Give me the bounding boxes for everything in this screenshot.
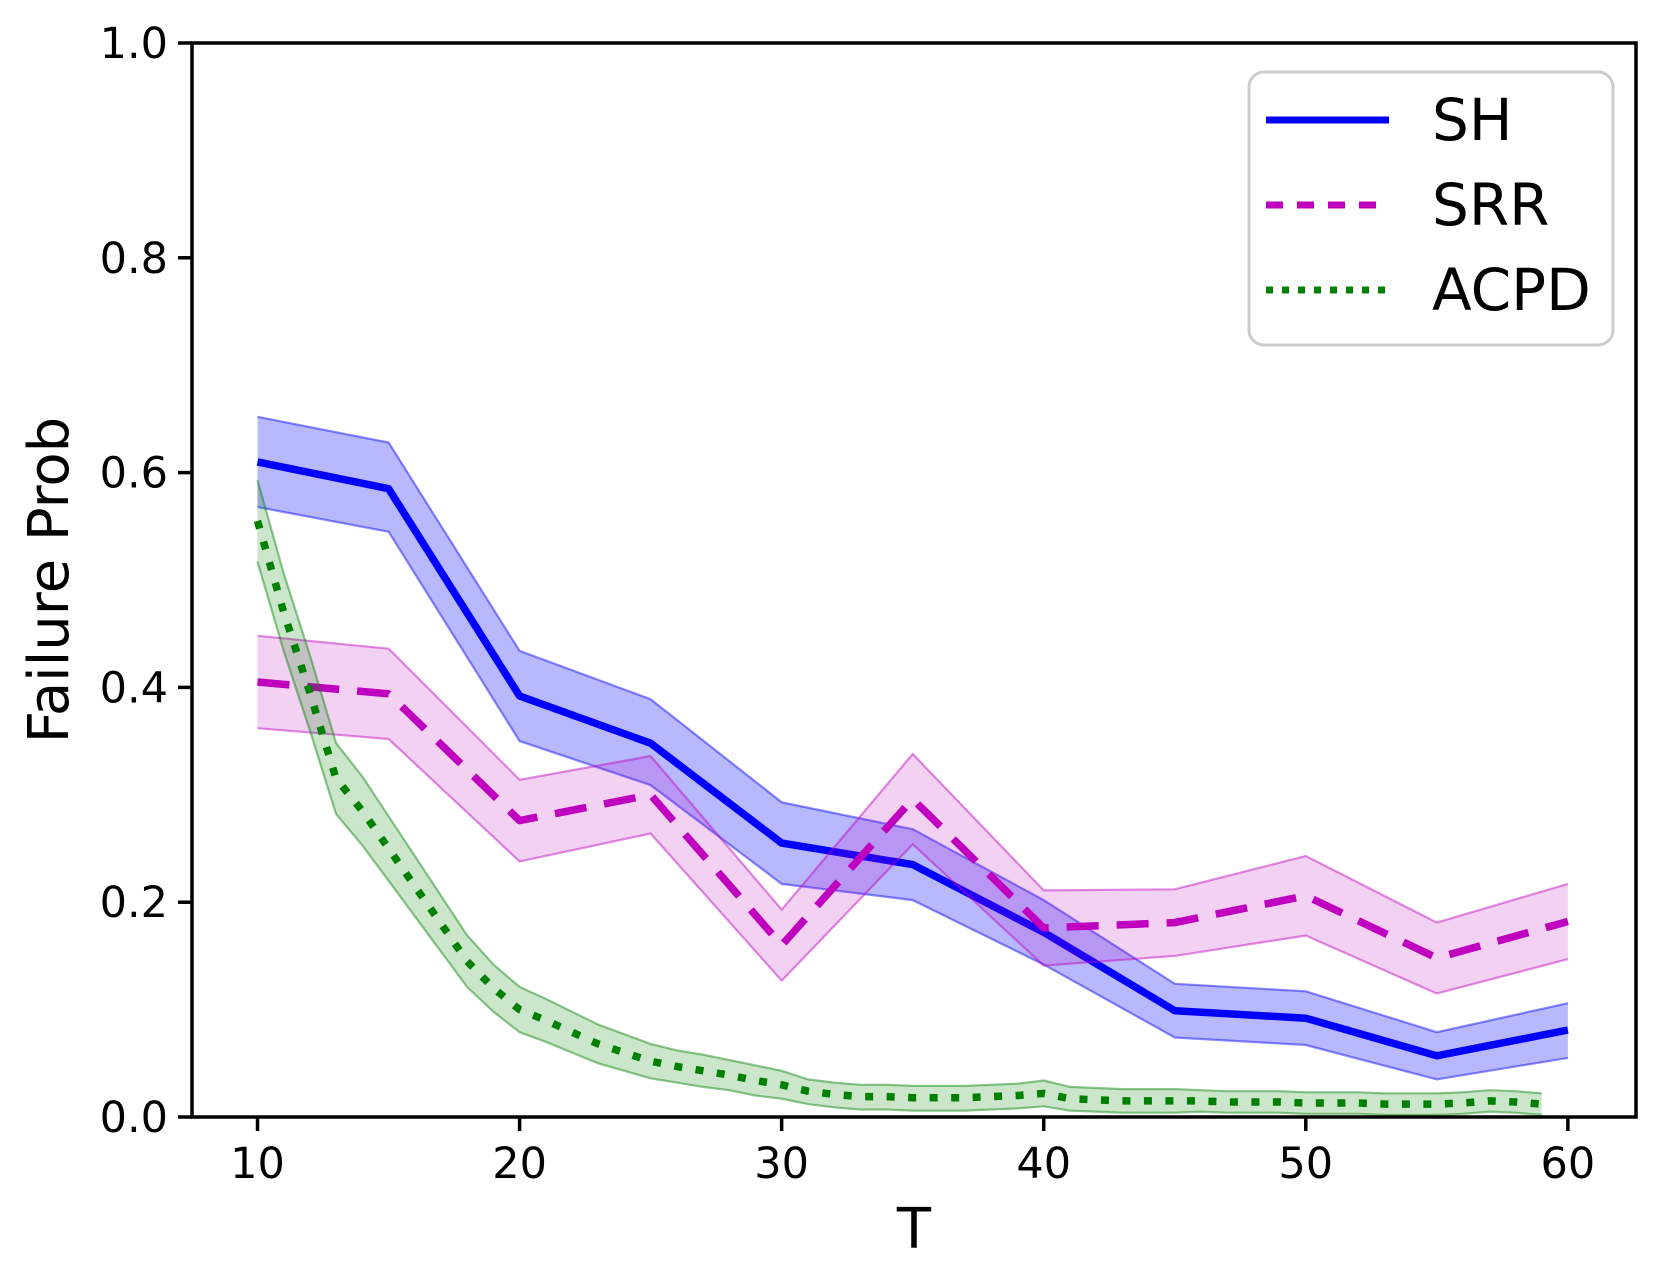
x-tick-label: 10 [230, 1139, 285, 1189]
series-acpd-band-upper-edge [256, 479, 1542, 1095]
legend-box [1247, 70, 1615, 347]
series-srr-band [257, 635, 1568, 994]
x-axis: 10 20 30 40 50 60 [230, 1117, 1595, 1189]
series-sh-band-upper-edge [257, 415, 1569, 1034]
series-sh-band-lower-edge [257, 505, 1569, 1081]
series-acpd-line [253, 519, 1542, 1108]
y-tick-label: 0.6 [100, 449, 168, 499]
series-acpd [253, 479, 1542, 1117]
legend-item-sh: SH [1266, 86, 1512, 154]
series-sh-band [257, 416, 1568, 1080]
y-tick-label: 1.0 [100, 19, 168, 69]
y-tick-label: 0.8 [100, 234, 168, 284]
plot-spines [190, 41, 1638, 1119]
series-acpd-band-lower-edge [256, 561, 1542, 1117]
x-tick-label: 20 [492, 1139, 547, 1189]
x-tick-label: 40 [1016, 1139, 1071, 1189]
y-tick-label: 0.2 [100, 878, 168, 928]
series-sh-line [256, 458, 1569, 1060]
legend-label: ACPD [1432, 256, 1591, 324]
series-srr [257, 634, 1569, 995]
series-srr-band-lower-edge [257, 727, 1569, 995]
legend-label: SRR [1432, 171, 1549, 239]
legend-label: SH [1432, 86, 1512, 154]
y-axis-label: Failure Prob [17, 417, 82, 743]
x-axis-label: T [896, 1197, 932, 1262]
y-axis: 0.0 0.2 0.4 0.6 0.8 1.0 [100, 19, 192, 1143]
y-tick-label: 0.4 [100, 663, 168, 713]
x-tick-label: 50 [1278, 1139, 1333, 1189]
series-sh [256, 415, 1569, 1081]
series-srr-line [257, 678, 1569, 962]
y-tick-label: 0.0 [100, 1093, 168, 1143]
series-srr-band-upper-edge [257, 634, 1569, 924]
x-tick-label: 30 [754, 1139, 809, 1189]
x-tick-label: 60 [1541, 1139, 1596, 1189]
legend-item-srr: SRR [1266, 171, 1549, 239]
legend: SH SRR ACPD [1247, 70, 1615, 347]
legend-item-acpd: ACPD [1266, 256, 1591, 324]
